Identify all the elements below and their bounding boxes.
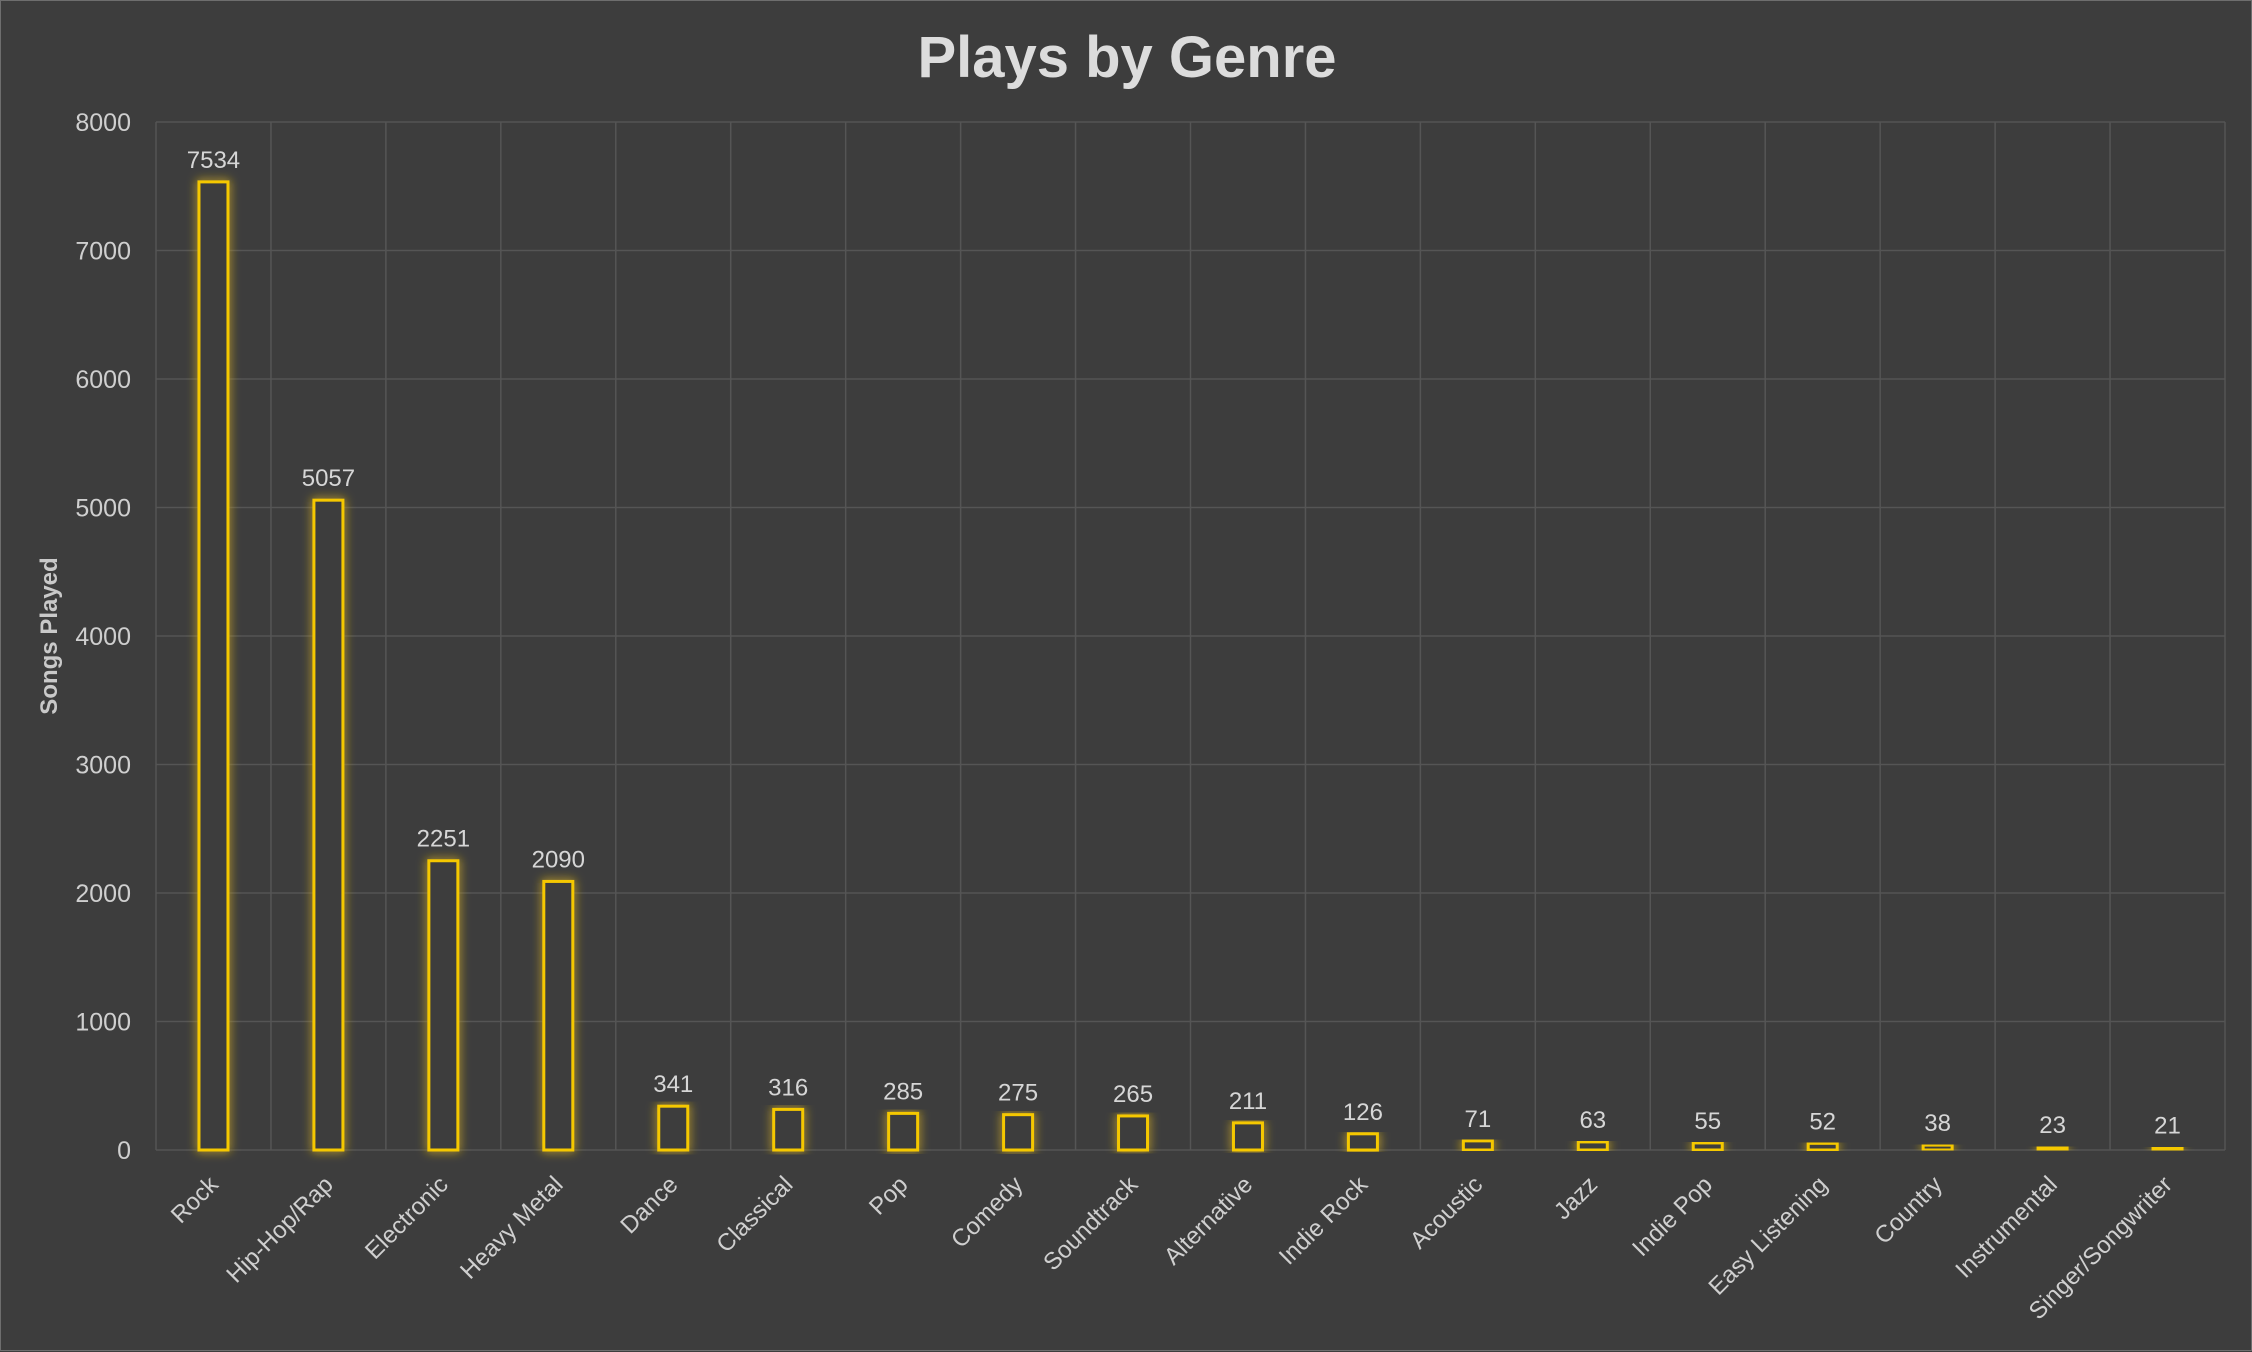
- x-tick-label: Indie Pop: [1627, 1171, 1718, 1262]
- x-tick-label: Easy Listening: [1703, 1171, 1832, 1300]
- x-tick-label: Instrumental: [1950, 1171, 2062, 1283]
- x-tick-label: Pop: [864, 1171, 913, 1220]
- y-tick-label: 4000: [75, 623, 131, 651]
- bar: [542, 879, 575, 1152]
- bars: [197, 180, 2184, 1152]
- bar: [1921, 1143, 1954, 1152]
- y-axis-ticks: 0 1000 2000 3000 4000 5000 6000 7000 8000: [75, 109, 131, 1165]
- x-tick-label: Dance: [615, 1171, 683, 1239]
- data-label: 126: [1343, 1099, 1383, 1126]
- x-tick-label: Soundtrack: [1038, 1170, 1144, 1276]
- x-tick-label: Rock: [166, 1170, 224, 1228]
- bar: [2151, 1145, 2184, 1152]
- data-label: 285: [883, 1078, 923, 1105]
- data-label: 55: [1694, 1108, 1721, 1135]
- data-label: 316: [768, 1074, 808, 1101]
- bar: [1117, 1114, 1150, 1152]
- data-label: 7534: [187, 147, 240, 174]
- bar: [1002, 1113, 1035, 1152]
- data-label: 52: [1809, 1108, 1836, 1135]
- y-tick-label: 3000: [75, 752, 131, 780]
- bar: [1461, 1139, 1494, 1152]
- grid: [155, 121, 2226, 1151]
- x-tick-label: Electronic: [360, 1171, 454, 1265]
- bar: [887, 1111, 920, 1152]
- x-tick-label: Classical: [711, 1171, 798, 1258]
- bar: [2036, 1145, 2069, 1152]
- y-tick-label: 6000: [75, 366, 131, 394]
- bar: [657, 1104, 690, 1152]
- bar: [312, 498, 345, 1152]
- x-tick-label: Acoustic: [1405, 1171, 1488, 1254]
- x-tick-label: Alternative: [1159, 1171, 1258, 1270]
- bar: [1691, 1141, 1724, 1152]
- y-tick-label: 1000: [75, 1009, 131, 1037]
- data-label: 23: [2039, 1112, 2066, 1139]
- data-label: 5057: [302, 465, 355, 492]
- data-label: 63: [1579, 1107, 1606, 1134]
- y-tick-label: 0: [117, 1137, 131, 1165]
- data-label: 71: [1465, 1106, 1492, 1133]
- y-tick-label: 2000: [75, 880, 131, 908]
- data-label: 265: [1113, 1081, 1153, 1108]
- x-tick-label: Indie Rock: [1274, 1170, 1374, 1270]
- x-tick-label: Jazz: [1549, 1171, 1603, 1225]
- data-label: 341: [653, 1071, 693, 1098]
- bar: [1231, 1121, 1264, 1152]
- bar: [427, 859, 460, 1152]
- bar: [197, 180, 230, 1152]
- data-label: 2251: [417, 826, 470, 853]
- y-tick-label: 5000: [75, 495, 131, 523]
- bar: [772, 1107, 805, 1152]
- bar: [1576, 1140, 1609, 1152]
- y-tick-label: 7000: [75, 238, 131, 266]
- chart-title: Plays by Genre: [917, 25, 1336, 90]
- data-label: 275: [998, 1080, 1038, 1107]
- bar: [1346, 1132, 1379, 1152]
- x-tick-label: Heavy Metal: [455, 1171, 568, 1284]
- x-tick-label: Comedy: [946, 1171, 1028, 1253]
- y-axis-label: Songs Played: [36, 557, 63, 714]
- data-label: 2090: [532, 846, 585, 873]
- y-tick-label: 8000: [75, 109, 131, 137]
- x-tick-label: Hip-Hop/Rap: [221, 1171, 338, 1288]
- x-tick-label: Country: [1869, 1171, 1948, 1250]
- bar: [1806, 1141, 1839, 1152]
- data-labels: 7534 5057 2251 2090 341 316 285 275 265 211 126 71 6…: [187, 147, 2181, 1139]
- data-label: 21: [2154, 1112, 2181, 1139]
- data-label: 211: [1229, 1088, 1267, 1115]
- data-label: 38: [1924, 1110, 1951, 1137]
